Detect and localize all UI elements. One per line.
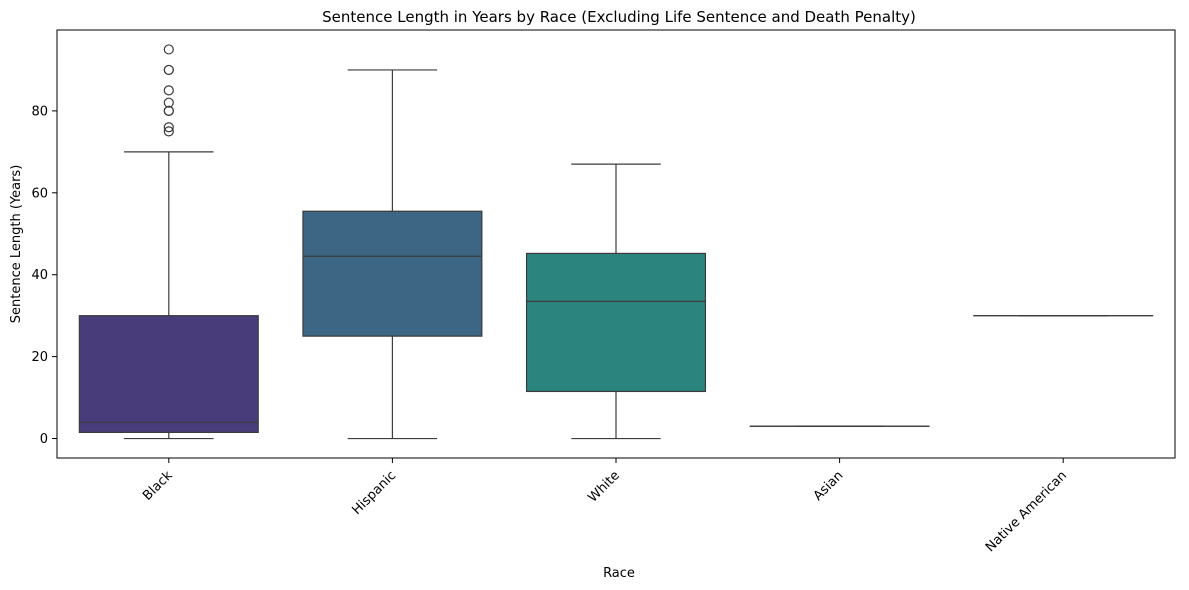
box (302, 210, 483, 337)
box-group-hispanic (302, 69, 483, 440)
y-tick-label: 0 (40, 432, 48, 447)
plot-frame (56, 29, 1176, 459)
box (78, 315, 259, 434)
outlier-point (163, 64, 174, 76)
boxes-layer (78, 44, 1154, 440)
outlier-point (163, 85, 174, 96)
x-tick-label: Hispanic (349, 468, 399, 518)
outlier-point (163, 105, 174, 116)
box-group-white (525, 163, 707, 440)
x-axis-label: Race (603, 566, 635, 581)
x-tick-label: Native American (983, 468, 1070, 555)
box-group-black (78, 44, 259, 440)
y-axis-label: Sentence Length (Years) (9, 165, 24, 324)
box (525, 252, 707, 393)
outlier-point (163, 126, 174, 137)
y-tick-label: 40 (31, 268, 48, 283)
outlier-point (163, 44, 174, 55)
y-tick-label: 60 (31, 186, 48, 201)
x-tick-label: White (585, 468, 622, 505)
y-tick-label: 20 (31, 350, 48, 365)
outlier-point (163, 97, 174, 108)
outlier-point (163, 122, 174, 133)
x-tick-label: Black (140, 468, 176, 504)
chart-title: Sentence Length in Years by Race (Exclud… (322, 8, 916, 26)
x-tick-label: Asian (811, 468, 847, 504)
y-tick-label: 80 (31, 104, 48, 119)
